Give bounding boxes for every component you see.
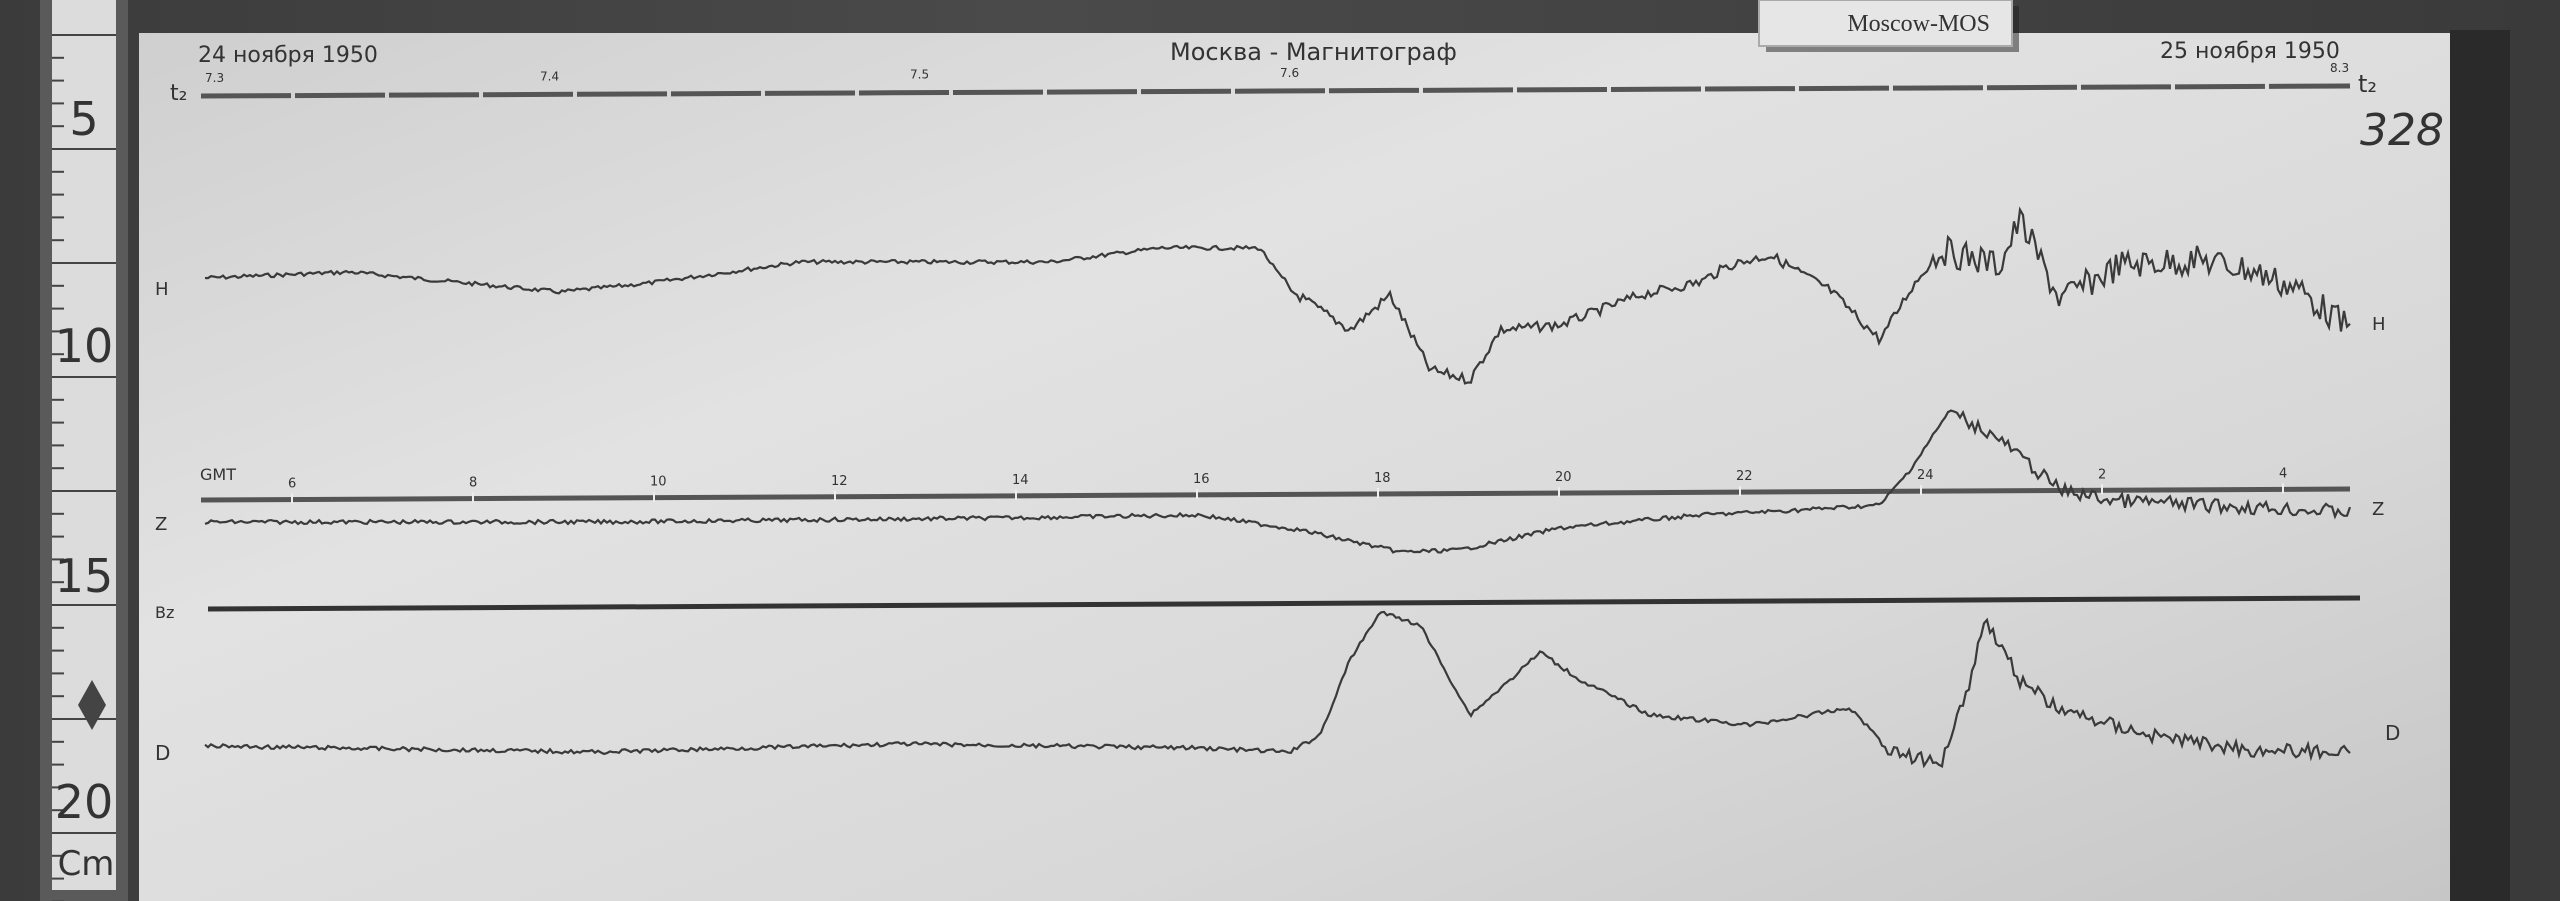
time-tick-label: 7.3: [205, 71, 224, 85]
gmt-tick-label: 20: [1555, 470, 1572, 485]
bz-label: Bz: [155, 603, 174, 622]
sheet-number: 328: [2360, 105, 2444, 156]
z-label-left: Z: [155, 514, 167, 535]
gmt-tick-label: 14: [1012, 473, 1029, 488]
z-trace: [204, 409, 2352, 554]
ruler-ticks: [52, 34, 116, 901]
gmt-tick-label: 18: [1374, 471, 1391, 486]
d-label-left: D: [155, 741, 170, 765]
gmt-tick-label: 8: [469, 476, 477, 491]
h-trace: [204, 206, 2351, 385]
time-tick-label: 7.5: [910, 68, 929, 82]
gmt-tick-label: 16: [1193, 472, 1210, 487]
time-tick-label: 8.3: [2330, 61, 2349, 75]
gmt-tick-label: 10: [650, 475, 667, 490]
ruler-mark-15: 15: [55, 549, 114, 603]
time-tick-label: 7.4: [540, 69, 559, 83]
gmt-tick-label: 6: [288, 477, 296, 492]
d-label-right: D: [2385, 721, 2400, 745]
ruler-mark-5: 5: [69, 92, 98, 146]
d-trace: [204, 610, 2351, 769]
diamond-marker-icon: [78, 680, 106, 730]
gmt-tick-label: 12: [831, 474, 848, 489]
station-label-card: [1758, 0, 2013, 47]
time-line-label: t₂: [2358, 70, 2377, 98]
ruler-unit: Cm: [58, 844, 115, 884]
date-start: 24 ноября 1950: [198, 43, 378, 68]
date-end: 25 ноября 1950: [2160, 39, 2340, 64]
time-mark-line: [200, 83, 2351, 99]
ruler-mark-20: 20: [55, 775, 114, 829]
h-label-left: H: [155, 279, 169, 300]
gmt-baseline: [200, 486, 2351, 503]
time-tick-label: 7.6: [1280, 66, 1299, 80]
gmt-tick-label: 24: [1917, 468, 1934, 483]
h-label-right: H: [2372, 314, 2386, 335]
gmt-tick-label: 22: [1736, 469, 1753, 484]
header-center: Москва - Магнитограф: [1170, 38, 1457, 66]
ruler-mark-10: 10: [55, 319, 114, 373]
station-label: Moscow-MOS: [1847, 11, 1990, 37]
paper-edge-shadow: [2450, 30, 2510, 901]
gmt-tick-label: 4: [2279, 466, 2287, 481]
time-line-label-left: t₂: [170, 81, 187, 106]
bz-baseline: [207, 595, 2361, 612]
magnetogram-paper: [139, 33, 2450, 901]
gmt-tick-label: 2: [2098, 467, 2106, 482]
z-label-right: Z: [2372, 499, 2384, 520]
gmt-label: GMT: [200, 465, 236, 484]
